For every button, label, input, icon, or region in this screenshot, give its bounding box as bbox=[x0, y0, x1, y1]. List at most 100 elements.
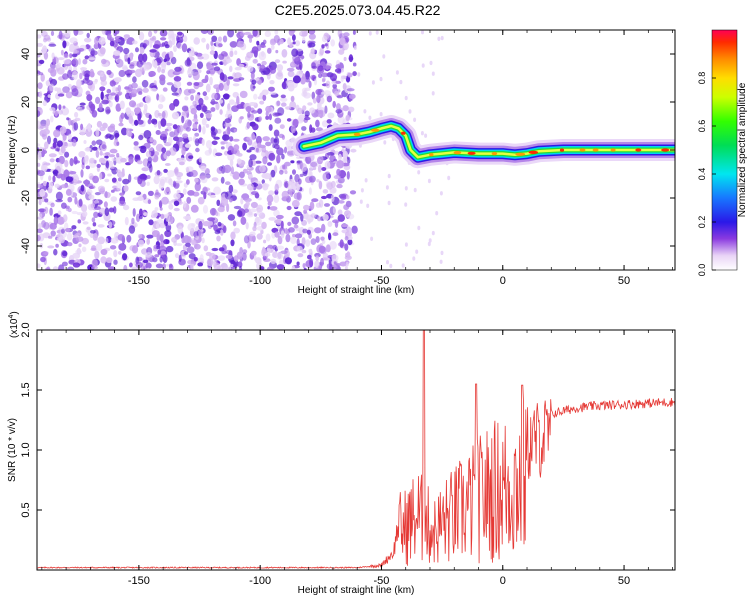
noise-speck bbox=[197, 262, 204, 267]
noise-speck bbox=[146, 234, 154, 239]
noise-speck bbox=[92, 233, 98, 241]
noise-speck bbox=[223, 122, 232, 128]
noise-speck bbox=[259, 165, 266, 173]
noise-speck bbox=[94, 36, 99, 46]
noise-speck bbox=[173, 207, 180, 212]
noise-speck bbox=[287, 80, 294, 88]
noise-speck bbox=[122, 178, 130, 185]
noise-speck bbox=[178, 254, 182, 262]
noise-speck bbox=[40, 198, 45, 203]
noise-speck bbox=[187, 223, 195, 232]
noise-speck bbox=[171, 36, 176, 46]
noise-speck bbox=[194, 121, 199, 125]
noise-speck bbox=[194, 51, 198, 56]
snr-line-layer bbox=[37, 330, 675, 570]
noise-speck bbox=[94, 192, 101, 196]
noise-speck bbox=[91, 258, 98, 268]
noise-speck bbox=[205, 83, 211, 93]
y-tick-label: -20 bbox=[20, 190, 32, 206]
noise-speck bbox=[53, 137, 58, 144]
noise-speck bbox=[333, 261, 337, 265]
noise-speck bbox=[265, 105, 272, 113]
noise-speck bbox=[95, 139, 103, 145]
noise-speck bbox=[109, 148, 118, 154]
noise-speck bbox=[265, 115, 270, 120]
noise-speck bbox=[67, 207, 72, 213]
noise-speck bbox=[281, 49, 288, 58]
noise-speck bbox=[250, 71, 255, 80]
page-title: C2E5.2025.073.04.45.R22 bbox=[274, 2, 441, 18]
noise-speck bbox=[262, 94, 267, 101]
noise-speck bbox=[37, 223, 42, 229]
noise-speck bbox=[84, 179, 89, 187]
noise-speck bbox=[145, 262, 152, 269]
noise-speck bbox=[342, 105, 349, 112]
noise-speck bbox=[297, 117, 304, 124]
noise-speck bbox=[136, 213, 141, 222]
noise-speck bbox=[146, 238, 150, 245]
noise-speck bbox=[159, 30, 168, 37]
noise-speck bbox=[304, 87, 311, 92]
noise-speck bbox=[321, 120, 329, 128]
noise-speck bbox=[273, 194, 280, 203]
noise-speck bbox=[329, 73, 338, 82]
noise-speck bbox=[257, 79, 262, 85]
noise-speck bbox=[339, 239, 344, 249]
noise-speck bbox=[104, 237, 109, 244]
noise-speck bbox=[137, 234, 143, 239]
noise-speck bbox=[152, 120, 158, 125]
noise-speck bbox=[271, 232, 276, 239]
noise-speck bbox=[232, 138, 240, 142]
noise-speck bbox=[58, 155, 65, 165]
noise-speck bbox=[249, 231, 256, 237]
noise-speck bbox=[310, 48, 316, 55]
noise-speck bbox=[100, 256, 107, 264]
noise-speck bbox=[210, 128, 218, 136]
noise-speck bbox=[285, 233, 291, 243]
noise-speck bbox=[62, 86, 70, 93]
noise-speck bbox=[187, 190, 195, 196]
noise-speck bbox=[122, 66, 128, 71]
noise-speck bbox=[148, 114, 152, 120]
noise-speck bbox=[236, 210, 243, 218]
noise-speck bbox=[101, 30, 107, 35]
noise-speck bbox=[117, 177, 122, 182]
noise-speck bbox=[308, 248, 313, 254]
noise-speck bbox=[146, 175, 151, 179]
x-tick-label: -100 bbox=[249, 575, 271, 587]
noise-speck bbox=[296, 261, 300, 266]
noise-speck bbox=[342, 83, 347, 91]
noise-speck bbox=[276, 64, 284, 72]
noise-speck bbox=[232, 171, 240, 180]
noise-speck bbox=[219, 109, 223, 115]
noise-speck bbox=[238, 77, 245, 81]
noise-speck bbox=[215, 152, 223, 157]
noise-speck bbox=[198, 220, 203, 230]
noise-speck bbox=[148, 70, 156, 77]
noise-speck bbox=[81, 246, 87, 253]
noise-speck bbox=[220, 140, 228, 145]
noise-speck bbox=[368, 31, 372, 36]
noise-speck bbox=[348, 93, 356, 100]
noise-speck bbox=[204, 95, 209, 101]
noise-speck bbox=[57, 210, 62, 216]
noise-speck bbox=[146, 267, 150, 270]
noise-speck bbox=[348, 106, 355, 113]
noise-speck bbox=[259, 44, 267, 49]
noise-speck bbox=[110, 237, 119, 244]
noise-speck bbox=[276, 147, 284, 156]
noise-speck bbox=[155, 130, 161, 135]
noise-speck bbox=[329, 155, 336, 162]
noise-speck bbox=[63, 59, 71, 65]
noise-speck bbox=[263, 239, 267, 244]
noise-speck bbox=[37, 91, 40, 97]
noise-speck bbox=[299, 61, 303, 71]
noise-speck bbox=[147, 156, 152, 164]
noise-speck bbox=[413, 187, 417, 193]
noise-speck bbox=[247, 34, 254, 39]
noise-speck bbox=[399, 79, 403, 85]
noise-speck bbox=[60, 184, 69, 189]
noise-speck bbox=[118, 200, 127, 206]
noise-speck bbox=[132, 208, 136, 217]
noise-speck bbox=[56, 66, 65, 75]
